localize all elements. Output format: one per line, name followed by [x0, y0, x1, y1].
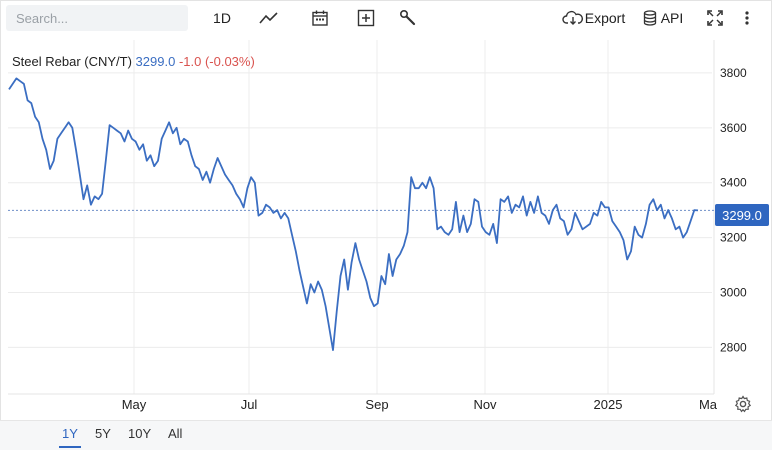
x-tick-label: May	[122, 397, 147, 412]
y-tick-label: 3800	[720, 66, 747, 80]
chart-legend: Steel Rebar (CNY/T) 3299.0 -1.0 (-0.03%)	[12, 54, 255, 69]
x-tick-label: Nov	[473, 397, 497, 412]
toolbar: Search... 1D Export API	[0, 0, 772, 36]
y-tick-label: 3000	[720, 285, 747, 299]
range-10y-button[interactable]: 10Y	[128, 426, 152, 441]
price-chart[interactable]: 2800 3000 3200 3400 3600 3800 May Jul Sep Nov 2025…	[0, 0, 772, 420]
calendar-icon[interactable]	[309, 6, 331, 30]
series-line	[8, 77, 699, 352]
add-comparison-icon[interactable]	[355, 6, 377, 30]
interval-button[interactable]: 1D	[213, 10, 231, 26]
export-button[interactable]: Export	[584, 10, 626, 26]
last-price-tag: 3299.0	[715, 204, 769, 226]
range-5y-button[interactable]: 5Y	[95, 426, 111, 441]
range-all-button[interactable]: All	[168, 426, 183, 441]
more-menu-icon[interactable]	[740, 6, 754, 30]
x-tick-label: Jul	[241, 397, 258, 412]
y-tick-label: 3600	[720, 121, 747, 135]
database-icon[interactable]	[642, 6, 658, 30]
line-chart-icon[interactable]	[258, 6, 280, 30]
fullscreen-icon[interactable]	[705, 6, 725, 30]
y-tick-label: 3200	[720, 231, 747, 245]
cloud-download-icon[interactable]	[561, 6, 585, 30]
legend-last-value: 3299.0	[135, 54, 176, 69]
settings-gear-icon[interactable]	[734, 395, 752, 418]
range-selector: 1Y 5Y 10Y All	[0, 420, 772, 450]
y-tick-label: 3400	[720, 176, 747, 190]
y-tick-label: 2800	[720, 340, 747, 354]
api-button[interactable]: API	[660, 10, 684, 26]
legend-change: -1.0 (-0.03%)	[178, 54, 255, 69]
legend-series-name: Steel Rebar (CNY/T)	[12, 54, 132, 69]
search-input[interactable]: Search...	[6, 5, 188, 31]
x-tick-label: 2025	[594, 397, 623, 412]
wrench-icon[interactable]	[397, 6, 419, 30]
x-tick-label: Ma	[699, 397, 718, 412]
range-1y-button[interactable]: 1Y	[59, 426, 81, 448]
x-tick-label: Sep	[365, 397, 388, 412]
